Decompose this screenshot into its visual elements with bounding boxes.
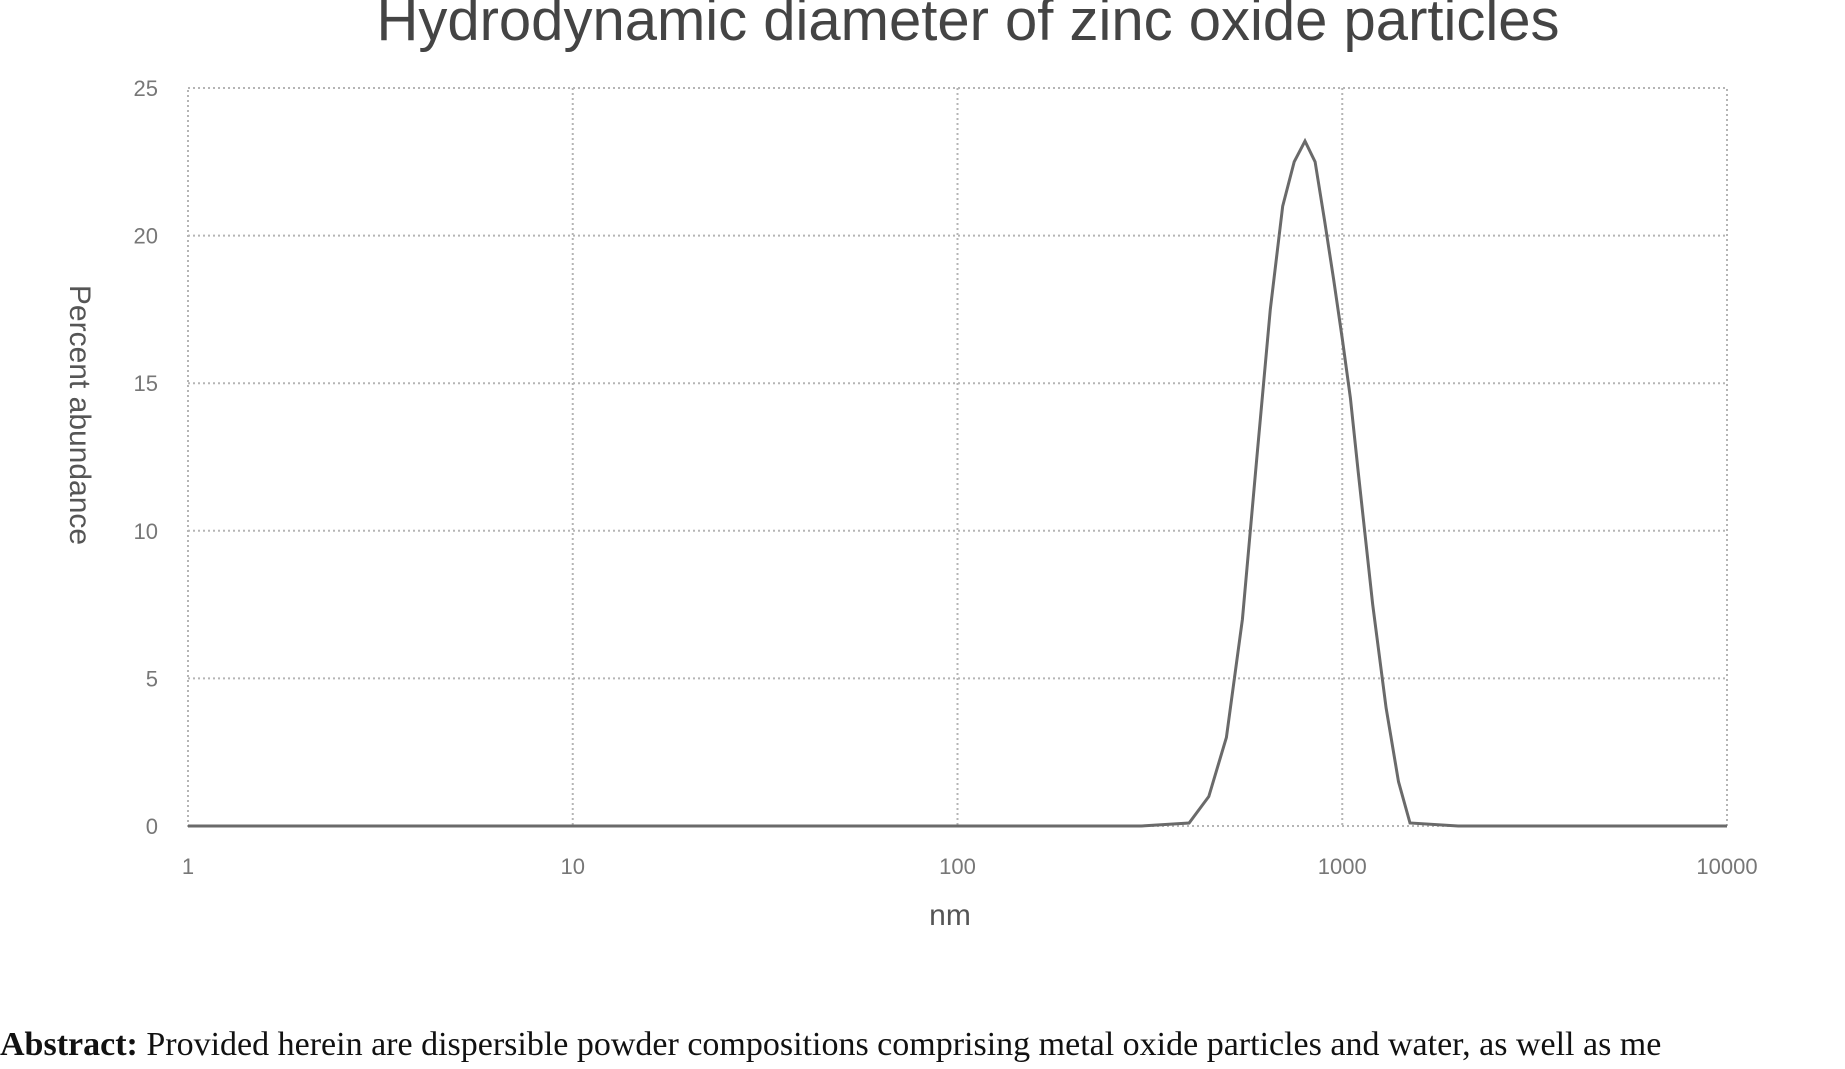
abstract-text: Provided herein are dispersible powder c… <box>146 1026 1662 1063</box>
chart-title: Hydrodynamic diameter of zinc oxide part… <box>376 0 1559 53</box>
x-tick-label: 10000 <box>1696 854 1757 879</box>
tick-labels: 1 10 100 1000 10000 0 5 10 15 20 25 <box>134 76 1758 879</box>
y-tick-label: 0 <box>146 814 158 839</box>
y-tick-label: 20 <box>134 224 158 249</box>
y-tick-label: 25 <box>134 76 158 101</box>
x-tick-label: 1000 <box>1318 854 1367 879</box>
abstract: Abstract: Provided herein are dispersibl… <box>0 1026 1845 1064</box>
x-axis-label: nm <box>929 899 971 932</box>
x-tick-label: 100 <box>939 854 976 879</box>
abstract-label: Abstract: <box>0 1026 138 1063</box>
series-line <box>188 137 1727 828</box>
x-tick-label: 10 <box>561 854 585 879</box>
y-tick-label: 15 <box>134 371 158 396</box>
y-tick-label: 10 <box>134 519 158 544</box>
x-tick-label: 1 <box>182 854 194 879</box>
y-axis-label: Percent abundance <box>63 285 96 545</box>
y-tick-label: 5 <box>146 666 158 691</box>
grid <box>187 87 1728 827</box>
series-layer <box>188 137 1727 828</box>
